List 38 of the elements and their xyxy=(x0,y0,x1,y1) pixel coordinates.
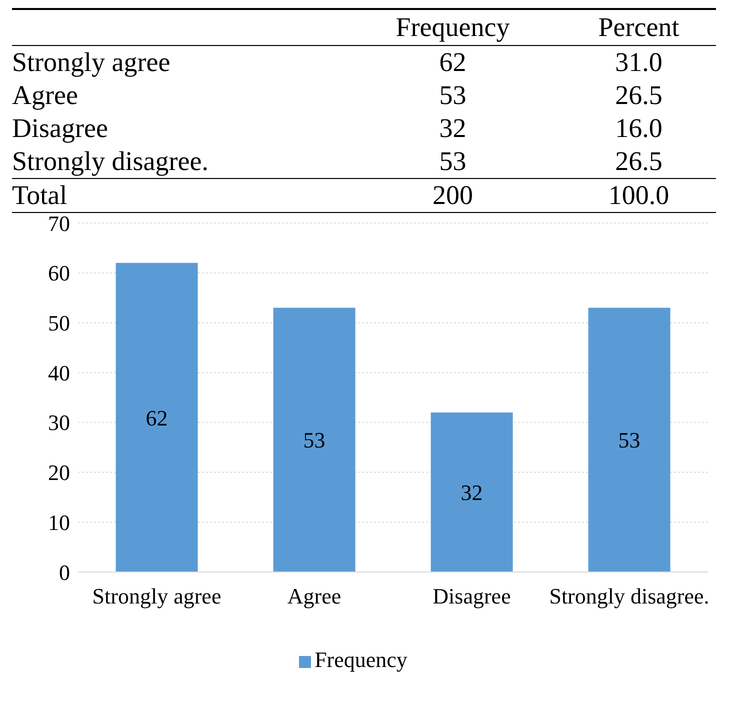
text: Percent xyxy=(597,11,680,44)
y-tick-label: 10 xyxy=(48,510,70,535)
bar xyxy=(588,308,670,572)
y-tick-label: 50 xyxy=(48,310,70,336)
y-tick-label: 20 xyxy=(48,460,70,486)
category-label: Total xyxy=(12,179,68,212)
bar xyxy=(273,308,356,572)
y-tick-label: 40 xyxy=(48,360,70,386)
data-label: 53 xyxy=(438,145,468,178)
x-tick-label: Agree xyxy=(287,584,342,609)
y-tick-label: 60 xyxy=(48,260,70,286)
data-label: 32 xyxy=(438,112,468,145)
data-label: 200 xyxy=(431,179,474,212)
data-label: 53 xyxy=(303,428,326,453)
data-label: 26.5 xyxy=(614,145,664,178)
x-tick-label: Strongly disagree. xyxy=(549,584,710,609)
bar xyxy=(430,412,513,572)
category-label: Strongly disagree. xyxy=(12,145,210,178)
y-tick-label: 0 xyxy=(59,560,70,585)
bar xyxy=(116,262,198,572)
x-tick-label: Disagree xyxy=(432,584,511,609)
y-tick-label: 30 xyxy=(48,410,70,436)
text: Frequency xyxy=(394,11,511,44)
data-label: 53 xyxy=(618,428,640,453)
data-label: 62 xyxy=(146,405,168,430)
data-label: 62 xyxy=(438,46,468,79)
data-label: 16.0 xyxy=(614,112,664,145)
data-label: 32 xyxy=(460,480,483,506)
data-label: 26.5 xyxy=(614,79,664,112)
x-tick-label: Strongly agree xyxy=(92,584,222,609)
legend-label: Frequency xyxy=(314,647,408,672)
category-label: Strongly agree xyxy=(12,46,172,79)
data-label: 53 xyxy=(438,79,468,112)
category-label: Disagree xyxy=(12,112,109,145)
data-label: 100.0 xyxy=(607,179,670,212)
y-tick-label: 70 xyxy=(48,210,70,236)
data-label: 31.0 xyxy=(614,46,664,79)
category-label: Agree xyxy=(12,79,79,112)
